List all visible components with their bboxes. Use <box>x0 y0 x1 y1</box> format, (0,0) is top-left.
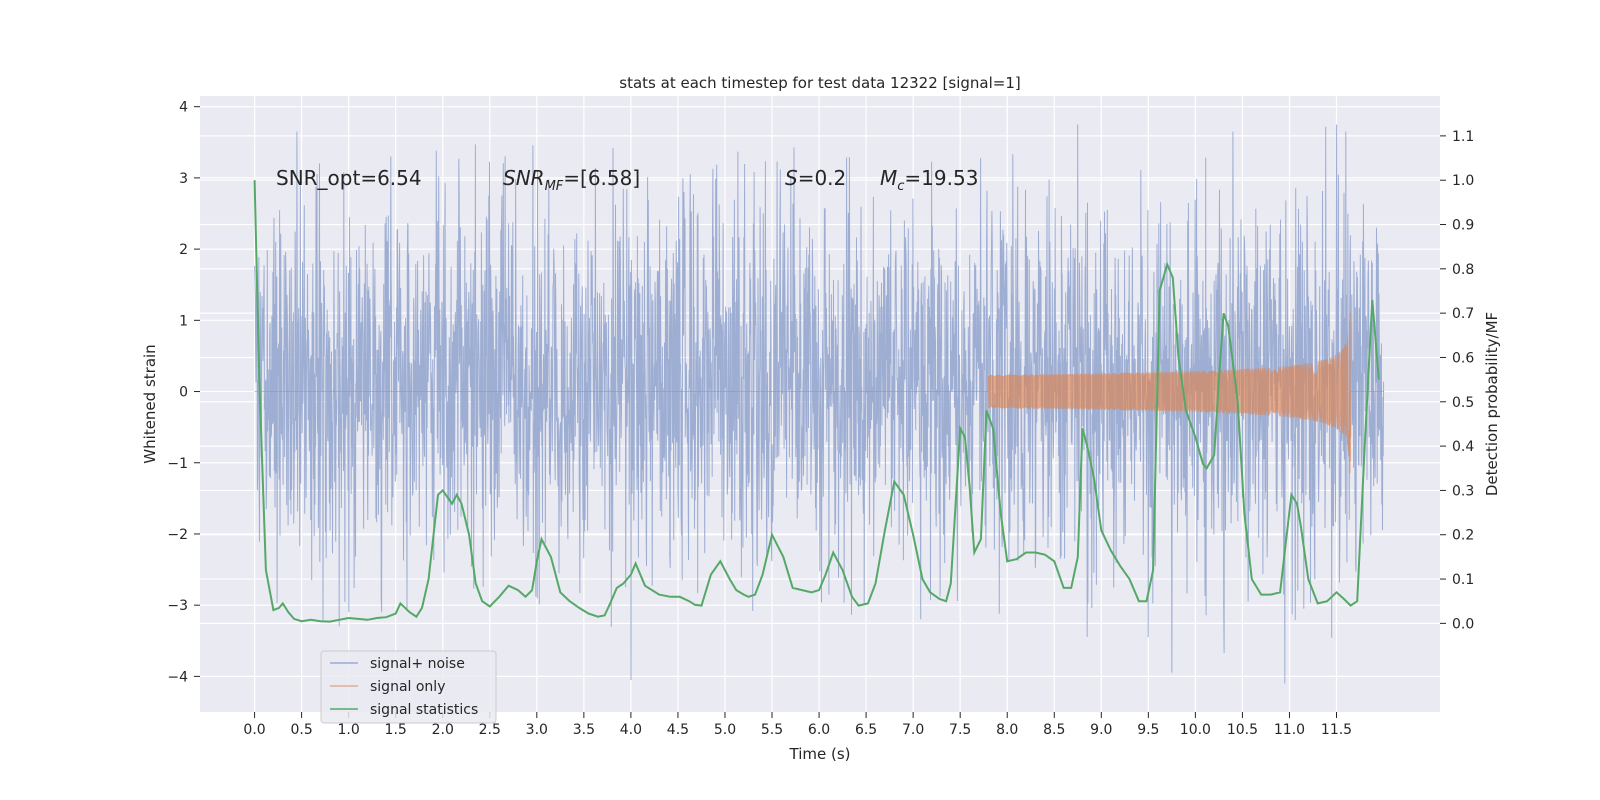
x-tick-label-14: 7.0 <box>902 722 924 738</box>
y-right-tick-label-7: 0.4 <box>1452 439 1474 455</box>
x-tick-label-11: 5.5 <box>761 722 783 738</box>
y-right-tick-label-1: 1.0 <box>1452 173 1474 189</box>
y-right-tick-label-4: 0.7 <box>1452 306 1474 322</box>
x-tick-label-15: 7.5 <box>949 722 971 738</box>
legend-label-noise: signal+ noise <box>370 656 465 672</box>
y-right-tick-label-9: 0.2 <box>1452 528 1474 544</box>
y-left-tick-label-6: −2 <box>167 527 188 543</box>
y-left-tick-label-5: −1 <box>167 456 188 472</box>
x-tick-label-7: 3.5 <box>573 722 595 738</box>
legend-label-statistics: signal statistics <box>370 702 478 718</box>
y-right-tick-label-2: 0.9 <box>1452 218 1474 234</box>
signal-statistics-series <box>253 180 1380 623</box>
y-axis-right-ticks: 1.1 1.0 0.9 0.8 0.7 0.6 0.5 0.4 0.3 0.2 0.1 0.0 <box>1440 129 1474 632</box>
y-right-tick-label-10: 0.1 <box>1452 572 1474 588</box>
x-tick-label-3: 1.5 <box>385 722 407 738</box>
x-tick-label-13: 6.5 <box>855 722 877 738</box>
y-left-tick-label-3: 1 <box>179 313 188 329</box>
x-tick-label-9: 4.5 <box>667 722 689 738</box>
x-tick-label-4: 2.0 <box>432 722 454 738</box>
legend: signal+ noise signal only signal statist… <box>320 650 497 724</box>
x-tick-label-17: 8.5 <box>1043 722 1065 738</box>
x-tick-label-8: 4.0 <box>620 722 642 738</box>
x-tick-label-10: 5.0 <box>714 722 736 738</box>
y-left-tick-label-4: 0 <box>179 385 188 401</box>
x-tick-label-0: 0.0 <box>243 722 265 738</box>
signal-noise-line <box>254 124 1385 684</box>
y-left-tick-label-1: 3 <box>179 171 188 187</box>
y-right-tick-label-11: 0.0 <box>1452 616 1474 632</box>
annotation-mc: Mc=19.53 <box>880 166 978 194</box>
y-left-tick-label-7: −3 <box>167 598 188 614</box>
x-tick-label-20: 10.0 <box>1180 722 1211 738</box>
x-tick-label-16: 8.0 <box>996 722 1018 738</box>
legend-box <box>320 650 497 724</box>
x-tick-label-2: 1.0 <box>338 722 360 738</box>
chart-title: stats at each timestep for test data 123… <box>619 74 1020 92</box>
annotation-snr-mf-sub: MF <box>545 179 564 194</box>
y-axis-left-label: Whitened strain <box>141 344 159 463</box>
signal-noise-series <box>254 124 1385 684</box>
x-tick-label-23: 11.5 <box>1321 722 1352 738</box>
y-right-tick-label-5: 0.6 <box>1452 350 1474 366</box>
annotation-mc-main: M <box>880 166 897 190</box>
y-axis-right-label: Detection probability/MF <box>1483 312 1501 496</box>
x-tick-label-19: 9.5 <box>1137 722 1159 738</box>
x-axis-ticks: 0.0 0.5 1.0 1.5 2.0 2.5 3.0 3.5 4.0 4.5 5.0 5.5 6.0 6… <box>243 712 1352 738</box>
x-tick-label-12: 6.0 <box>808 722 830 738</box>
signal-only-series <box>254 312 1384 474</box>
y-right-tick-label-0: 1.1 <box>1452 129 1474 145</box>
annotation-snr-mf-value: =[6.58] <box>563 166 640 190</box>
y-right-tick-label-6: 0.5 <box>1452 395 1474 411</box>
y-right-tick-label-8: 0.3 <box>1452 483 1474 499</box>
x-axis-label: Time (s) <box>789 745 851 763</box>
y-left-tick-label-2: 2 <box>179 242 188 258</box>
x-tick-label-18: 9.0 <box>1090 722 1112 738</box>
y-left-tick-label-0: 4 <box>179 100 188 116</box>
annotation-snr-opt: SNR_opt=6.54 <box>276 166 422 190</box>
annotation-s-symbol: S <box>785 166 798 190</box>
y-left-tick-label-8: −4 <box>167 669 188 685</box>
signal-only-line <box>254 312 1384 474</box>
annotation-mc-value: =19.53 <box>904 166 978 190</box>
annotation-s: S=0.2 <box>785 166 846 190</box>
signal-statistics-line <box>253 180 1380 623</box>
y-axis-left-ticks: 4 3 2 1 0 −1 −2 −3 −4 <box>167 100 200 685</box>
y-right-tick-label-3: 0.8 <box>1452 262 1474 278</box>
x-tick-label-5: 2.5 <box>479 722 501 738</box>
x-tick-label-21: 10.5 <box>1227 722 1258 738</box>
annotation-snr-mf-main: SNR <box>503 166 545 190</box>
annotation-s-value: =0.2 <box>798 166 847 190</box>
x-tick-label-6: 3.0 <box>526 722 548 738</box>
x-tick-label-1: 0.5 <box>290 722 312 738</box>
legend-label-signal: signal only <box>370 679 445 695</box>
annotation-mc-sub: c <box>897 179 904 194</box>
annotation-snr-mf: SNRMF=[6.58] <box>503 166 640 194</box>
x-tick-label-22: 11.0 <box>1274 722 1305 738</box>
